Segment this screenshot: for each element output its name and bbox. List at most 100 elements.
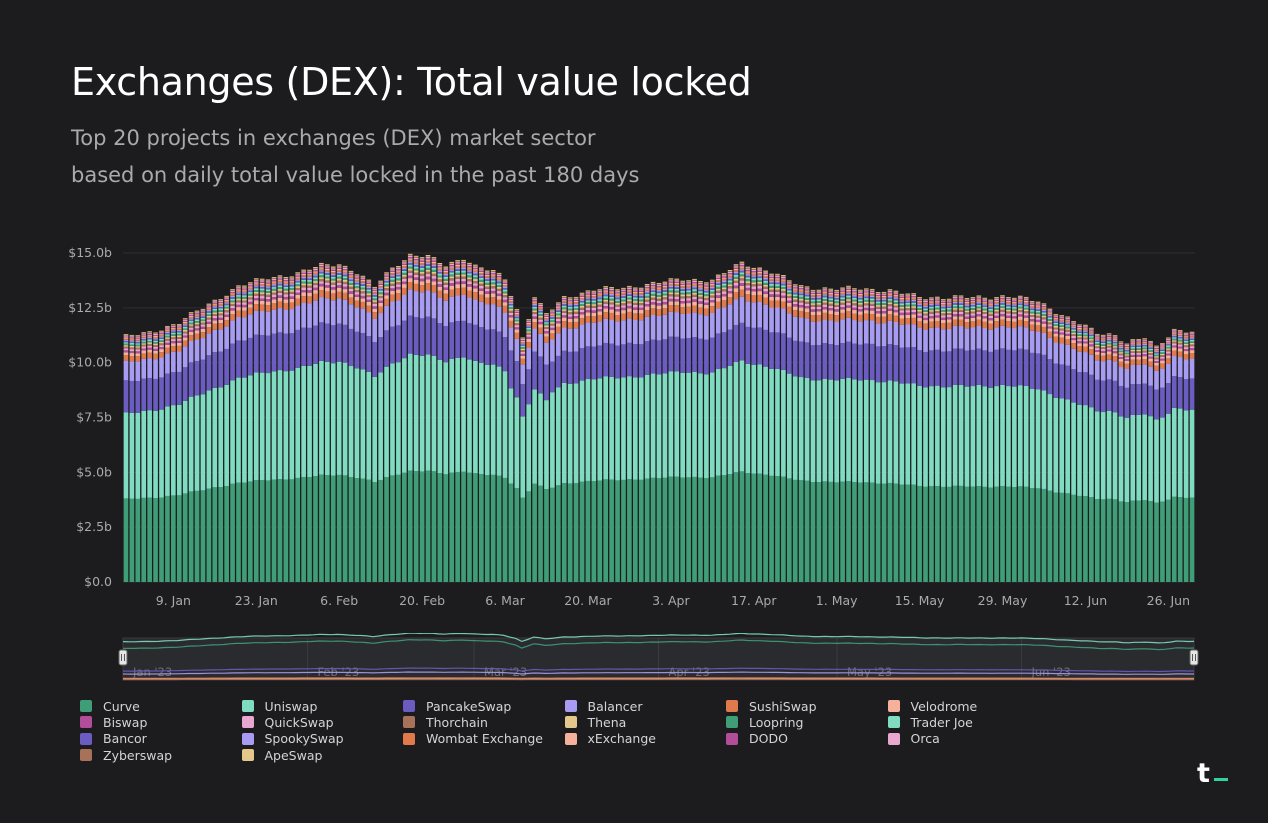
bar-stack[interactable] xyxy=(1112,335,1118,582)
bar-stack[interactable] xyxy=(798,285,804,582)
bar-stack[interactable] xyxy=(940,299,946,582)
bar-stack[interactable] xyxy=(520,337,526,583)
bar-stack[interactable] xyxy=(662,281,668,582)
bar-stack[interactable] xyxy=(307,269,312,582)
bar-stack[interactable] xyxy=(1148,340,1153,582)
bar-stack[interactable] xyxy=(402,260,407,582)
bar-stack[interactable] xyxy=(609,287,614,582)
bar-stack[interactable] xyxy=(325,264,330,582)
legend-item[interactable]: SpookySwap xyxy=(241,731,404,747)
bar-stack[interactable] xyxy=(846,285,851,582)
bar-stack[interactable] xyxy=(792,284,798,582)
bar-stack[interactable] xyxy=(1118,341,1124,582)
bar-stack[interactable] xyxy=(887,289,893,582)
bar-stack[interactable] xyxy=(597,289,603,582)
legend-item[interactable]: Loopring xyxy=(726,714,888,730)
bar-stack[interactable] xyxy=(946,298,952,582)
bar-stack[interactable] xyxy=(567,297,573,582)
bar-stack[interactable] xyxy=(259,278,265,582)
bar-stack[interactable] xyxy=(342,265,348,582)
bar-stack[interactable] xyxy=(982,297,988,582)
bar-stack[interactable] xyxy=(1041,303,1047,582)
bar-stack[interactable] xyxy=(224,295,229,582)
bar-stack[interactable] xyxy=(396,266,401,582)
bar-stack[interactable] xyxy=(1071,321,1076,582)
bar-stack[interactable] xyxy=(751,267,757,582)
bar-stack[interactable] xyxy=(633,287,638,582)
legend-item[interactable]: Biswap xyxy=(80,714,242,730)
bar-stack[interactable] xyxy=(804,286,810,582)
bar-stack[interactable] xyxy=(810,289,816,582)
bar-stack[interactable] xyxy=(182,318,188,582)
bar-stack[interactable] xyxy=(733,264,739,582)
bar-stack[interactable] xyxy=(964,298,970,582)
bar-stack[interactable] xyxy=(1065,316,1070,582)
bar-stack[interactable] xyxy=(840,287,845,582)
bar-stack[interactable] xyxy=(786,280,792,582)
bar-stack[interactable] xyxy=(976,295,982,582)
bar-stack[interactable] xyxy=(1166,337,1171,583)
bar-stack[interactable] xyxy=(283,277,289,582)
bar-stack[interactable] xyxy=(502,279,508,582)
bar-stack[interactable] xyxy=(336,264,342,582)
bar-stack[interactable] xyxy=(301,269,306,582)
bar-stack[interactable] xyxy=(686,280,691,582)
bar-stack[interactable] xyxy=(135,335,141,582)
bar-stack[interactable] xyxy=(994,297,999,582)
bar-stack[interactable] xyxy=(905,293,911,582)
bar-stack[interactable] xyxy=(230,289,235,582)
bar-stack[interactable] xyxy=(271,277,277,582)
bar-stack[interactable] xyxy=(455,260,460,582)
legend-item[interactable]: ApeSwap xyxy=(241,747,404,763)
bar-stack[interactable] xyxy=(1006,297,1011,582)
bar-stack[interactable] xyxy=(319,262,324,582)
bar-stack[interactable] xyxy=(165,325,170,582)
bar-stack[interactable] xyxy=(194,310,200,582)
bar-stack[interactable] xyxy=(585,290,591,582)
bar-stack[interactable] xyxy=(1000,295,1005,582)
bar-stack[interactable] xyxy=(384,272,389,582)
bar-stack[interactable] xyxy=(680,280,685,582)
legend-item[interactable]: Uniswap xyxy=(241,698,404,714)
navigator-handle-right[interactable] xyxy=(1189,649,1199,666)
bar-stack[interactable] xyxy=(988,299,993,582)
bar-stack[interactable] xyxy=(467,262,472,582)
bar-stack[interactable] xyxy=(479,267,484,582)
bar-stack[interactable] xyxy=(573,296,579,582)
bar-stack[interactable] xyxy=(561,296,567,582)
bar-stack[interactable] xyxy=(265,279,271,582)
bar-stack[interactable] xyxy=(153,332,158,582)
legend-item[interactable]: Bancor xyxy=(80,731,242,747)
legend-item[interactable]: Thena xyxy=(564,714,727,730)
bar-stack[interactable] xyxy=(449,261,455,582)
bar-stack[interactable] xyxy=(538,303,543,582)
bar-stack[interactable] xyxy=(437,263,443,582)
bar-stack[interactable] xyxy=(674,278,680,582)
bar-stack[interactable] xyxy=(822,287,828,582)
bar-stack[interactable] xyxy=(248,282,253,582)
bar-stack[interactable] xyxy=(775,273,780,582)
bar-stack[interactable] xyxy=(236,285,241,582)
legend-item[interactable]: SushiSwap xyxy=(726,698,888,714)
bar-stack[interactable] xyxy=(1029,300,1035,582)
bar-stack[interactable] xyxy=(958,295,964,582)
bar-stack[interactable] xyxy=(875,292,881,582)
bar-stack[interactable] xyxy=(313,267,318,582)
bar-stack[interactable] xyxy=(390,267,395,582)
bar-stack[interactable] xyxy=(1124,343,1130,582)
bar-stack[interactable] xyxy=(171,324,176,582)
bar-stack[interactable] xyxy=(869,288,875,582)
bar-stack[interactable] xyxy=(952,295,958,582)
bar-stack[interactable] xyxy=(159,330,164,582)
bar-stack[interactable] xyxy=(413,255,419,582)
bar-stack[interactable] xyxy=(1183,332,1189,582)
bar-stack[interactable] xyxy=(295,272,301,582)
bar-stack[interactable] xyxy=(556,302,561,582)
bar-stack[interactable] xyxy=(378,280,383,582)
bar-stack[interactable] xyxy=(484,270,490,582)
bar-stack[interactable] xyxy=(627,285,632,582)
bar-stack[interactable] xyxy=(212,299,218,582)
bar-stack[interactable] xyxy=(532,297,537,582)
bar-stack[interactable] xyxy=(917,297,922,582)
navigator-handle-left[interactable] xyxy=(118,649,128,666)
